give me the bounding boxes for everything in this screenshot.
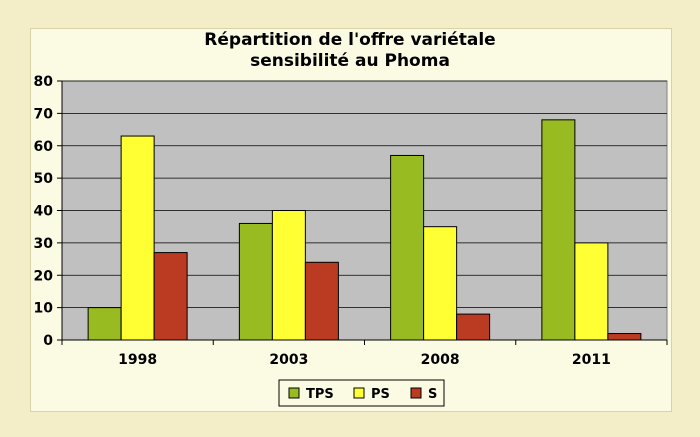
bar-s-2003	[304, 261, 339, 341]
bar-tps-2003	[238, 222, 273, 341]
legend-label-tps: TPS	[306, 387, 334, 402]
x-tick-label: 2003	[269, 352, 308, 368]
x-tick-label: 1998	[118, 352, 157, 368]
y-tick-label: 40	[34, 204, 54, 220]
bar-tps-2008	[390, 154, 425, 341]
bar-s-2011	[607, 333, 642, 341]
legend-swatch-tps	[288, 387, 300, 399]
y-tick-label: 80	[34, 74, 54, 90]
y-tick-label: 70	[34, 106, 54, 122]
bar-tps-1998	[87, 307, 122, 341]
bar-s-2008	[456, 313, 491, 341]
y-tick-label: 60	[34, 139, 54, 155]
bar-ps-2003	[271, 210, 306, 341]
bar-s-1998	[153, 252, 188, 341]
y-tick-label: 10	[34, 301, 54, 317]
chart-title-line1: Répartition de l'offre variétale	[204, 30, 496, 50]
legend-label-s: S	[428, 387, 437, 402]
y-tick-label: 50	[34, 171, 54, 187]
legend-label-ps: PS	[371, 387, 390, 402]
y-tick-label: 30	[34, 236, 54, 252]
y-tick-label: 0	[43, 333, 53, 349]
bar-ps-1998	[120, 135, 155, 341]
legend-swatch-ps	[353, 387, 365, 399]
bar-ps-2008	[423, 226, 458, 341]
x-tick-label: 2008	[421, 352, 460, 368]
legend-swatch-s	[410, 387, 422, 399]
y-tick-label: 20	[34, 268, 54, 284]
bar-ps-2011	[574, 242, 609, 341]
chart-title-line2: sensibilité au Phoma	[250, 51, 450, 71]
bar-tps-2011	[541, 119, 576, 341]
x-tick-label: 2011	[572, 352, 611, 368]
